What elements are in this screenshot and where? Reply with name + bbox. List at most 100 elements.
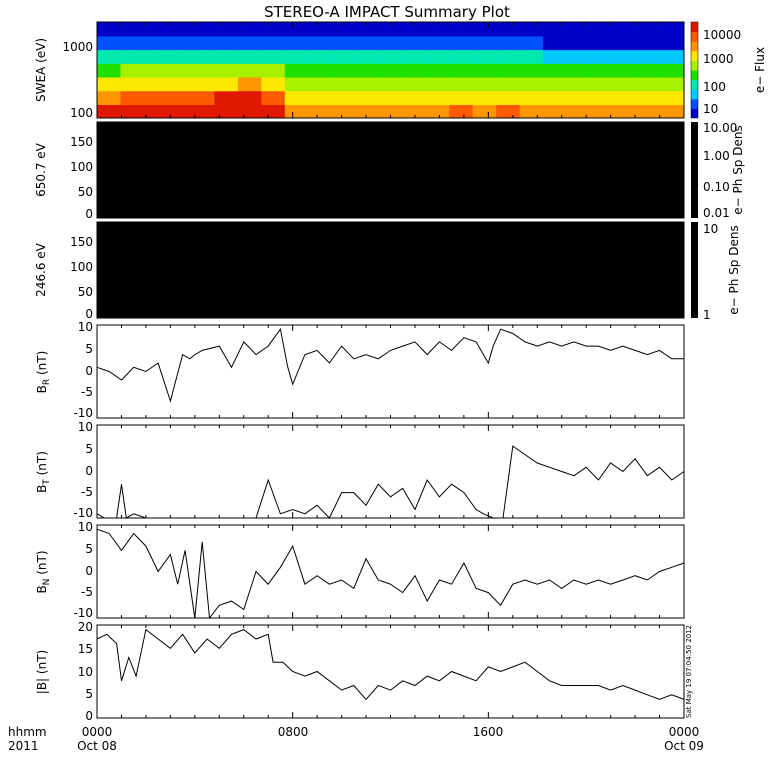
ph246-ytick-0: 0 xyxy=(85,307,93,321)
swea-heat-cell xyxy=(519,35,545,51)
bn-ylabel: BN (nT) xyxy=(35,550,52,593)
bn-ytick-0: 0 xyxy=(85,564,93,578)
swea-heat-cell xyxy=(97,90,122,105)
bt-axis-ticks xyxy=(96,425,685,518)
swea-heat-cell xyxy=(167,76,193,92)
bn-ytick-m10: -10 xyxy=(73,606,93,620)
swea-colorbar-segment xyxy=(691,31,698,42)
ph246-panel-fill xyxy=(97,222,684,318)
swea-heat-cell xyxy=(331,104,357,118)
swea-heat-cell xyxy=(496,22,521,37)
swea-heat-cell xyxy=(378,76,404,92)
bn-ytick-10: 10 xyxy=(78,520,93,534)
swea-heat-cell xyxy=(613,63,639,78)
x-axis-footer: hhmm 2011 0000 Oct 08 0800 1600 0000 Oct… xyxy=(8,725,704,753)
swea-heat-cell xyxy=(543,90,568,105)
swea-heat-cell xyxy=(143,22,169,37)
br-ytick-10: 10 xyxy=(78,320,93,334)
swea-heat-cell xyxy=(261,104,287,118)
swea-heat-cell xyxy=(425,63,451,78)
ph246-colorbar xyxy=(691,222,698,318)
swea-heat-cell xyxy=(402,90,427,105)
swea-heat-cell xyxy=(378,63,404,78)
swea-heat-cell xyxy=(167,90,193,105)
swea-cbar-tick-10: 10 xyxy=(703,102,718,116)
panel-swea: SWEA (eV) 1000 100 10000 1000 100 10 e− … xyxy=(34,21,767,120)
swea-heat-cell xyxy=(261,63,287,78)
swea-ytick-100: 100 xyxy=(70,106,93,120)
swea-heat-cell xyxy=(543,49,568,64)
swea-heat-cell xyxy=(261,90,287,105)
xtick-time-0800: 0800 xyxy=(278,725,309,739)
swea-heat-cell xyxy=(590,90,615,105)
bt-ytick-5: 5 xyxy=(85,442,93,456)
xtick-date-oct08: Oct 08 xyxy=(77,739,117,753)
swea-cbar-tick-100: 100 xyxy=(703,80,726,94)
swea-heat-cell xyxy=(120,90,146,105)
swea-heat-cell xyxy=(637,63,662,78)
swea-heat-cell xyxy=(566,104,592,118)
swea-heat-cell xyxy=(237,76,263,92)
swea-heat-cell xyxy=(308,90,333,105)
swea-heat-cell xyxy=(425,90,451,105)
swea-cbar-tick-10000: 10000 xyxy=(703,28,741,42)
swea-heat-cell xyxy=(237,35,263,51)
swea-heat-cell xyxy=(660,76,684,92)
swea-heat-cell xyxy=(355,35,380,51)
swea-heat-cell xyxy=(637,22,662,37)
swea-colorbar-segment xyxy=(691,50,698,61)
swea-heat-cell xyxy=(425,104,451,118)
swea-heat-cell xyxy=(261,35,287,51)
swea-heat-cell xyxy=(97,22,122,37)
swea-heat-cell xyxy=(190,76,216,92)
plot-title: STEREO-A IMPACT Summary Plot xyxy=(264,3,510,21)
swea-heat-cell xyxy=(660,22,684,37)
swea-heat-cell xyxy=(637,104,662,118)
bn-ytick-m5: -5 xyxy=(81,585,93,599)
swea-colorbar-segment xyxy=(691,108,698,118)
swea-cbar-tick-1000: 1000 xyxy=(703,52,734,66)
swea-heat-cell xyxy=(472,90,498,105)
swea-heat-cell xyxy=(214,63,240,78)
swea-heat-cell xyxy=(519,104,545,118)
swea-heat-cell xyxy=(167,49,193,64)
swea-heat-cell xyxy=(308,76,333,92)
swea-colorbar-segment xyxy=(691,98,698,109)
ph650-ytick-150: 150 xyxy=(70,135,93,149)
ph650-ytick-50: 50 xyxy=(78,185,93,199)
swea-heat-cell xyxy=(449,104,474,118)
swea-colorbar-segment xyxy=(691,70,698,81)
swea-heat-cell xyxy=(143,63,169,78)
ph650-colorbar xyxy=(691,122,698,218)
swea-heat-cell xyxy=(331,49,357,64)
swea-heat-cell xyxy=(590,35,615,51)
ph650-cbar-tick-10: 10.00 xyxy=(703,121,737,135)
swea-colorbar-segment xyxy=(691,22,698,33)
swea-heat-cell xyxy=(355,22,380,37)
swea-heat-cell xyxy=(378,35,404,51)
swea-heat-cell xyxy=(355,63,380,78)
bmag-ytick-0: 0 xyxy=(85,709,93,723)
swea-heat-cell xyxy=(472,104,498,118)
bn-ytick-5: 5 xyxy=(85,542,93,556)
swea-heat-cell xyxy=(566,49,592,64)
bmag-axis-ticks xyxy=(96,625,685,718)
swea-heat-cell xyxy=(167,35,193,51)
swea-heat-cell xyxy=(331,63,357,78)
swea-heat-cell xyxy=(331,90,357,105)
swea-heat-cell xyxy=(308,22,333,37)
swea-colorbar xyxy=(691,22,698,118)
swea-heat-cell xyxy=(566,76,592,92)
swea-heat-cell xyxy=(637,76,662,92)
bmag-ytick-20: 20 xyxy=(78,620,93,634)
ph246-ytick-50: 50 xyxy=(78,285,93,299)
swea-heat-cell xyxy=(402,35,427,51)
swea-heat-cell xyxy=(97,63,122,78)
swea-heat-cell xyxy=(355,90,380,105)
swea-heat-cell xyxy=(590,63,615,78)
swea-heat-cell xyxy=(519,76,545,92)
swea-heat-cell xyxy=(284,63,310,78)
timestamp-label: Sat May 19 07:04:50 2012 xyxy=(685,625,693,718)
swea-heat-cell xyxy=(97,35,122,51)
